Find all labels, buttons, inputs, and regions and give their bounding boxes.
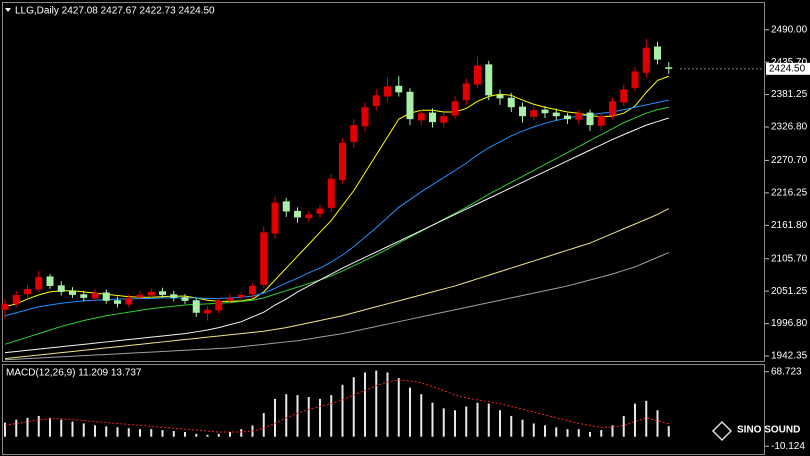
signal-line [4, 379, 669, 433]
candle-body [114, 300, 121, 304]
last-price-label: 2424.50 [769, 63, 806, 74]
candle-body [226, 297, 234, 301]
candle-body [69, 290, 76, 295]
candle-body [181, 297, 189, 301]
candle-body [350, 125, 358, 142]
candle-body [260, 232, 268, 285]
candle-body [1, 303, 9, 310]
moving-average [4, 99, 669, 317]
candle-body [80, 294, 88, 298]
y-tick-label: 2216.25 [771, 188, 808, 199]
candle-body [305, 214, 313, 219]
candle-body [91, 293, 99, 299]
candle-body [642, 47, 650, 73]
candle-body [417, 113, 425, 121]
candle-body [631, 71, 639, 89]
candle-body [57, 285, 65, 292]
candle-body [586, 112, 594, 126]
moving-average [4, 252, 669, 361]
y-tick-label: 2051.25 [771, 286, 808, 297]
candle-body [159, 291, 166, 295]
moving-average [4, 106, 669, 345]
candle-body [339, 142, 346, 180]
candle-body [361, 107, 369, 127]
menu-arrow [5, 8, 11, 12]
candle-body [597, 116, 605, 126]
y-tick-label: 1942.35 [771, 351, 808, 362]
candle-body [462, 83, 470, 101]
y-tick-label: 2435.70 [771, 57, 808, 68]
candle-body [507, 97, 515, 108]
y-tick-label: 2161.80 [771, 220, 808, 231]
moving-average [4, 117, 669, 354]
candle-body [440, 116, 448, 123]
y-tick-label: 1996.80 [771, 318, 808, 329]
candle-body [282, 201, 290, 212]
watermark: SINO SOUND [711, 420, 800, 442]
candle-body [564, 115, 571, 120]
candle-body [406, 91, 414, 120]
candle-body [316, 208, 324, 214]
candle-body [395, 85, 403, 93]
candle-body [102, 292, 110, 301]
candle-body [237, 294, 245, 298]
candle-body [294, 210, 301, 218]
candle-body [519, 106, 526, 117]
candle-body [46, 276, 54, 286]
candle-body [654, 46, 661, 60]
candle-body [12, 294, 20, 304]
candle-body [24, 288, 31, 295]
candle-body [35, 277, 43, 290]
candle-body [125, 297, 133, 305]
candle-body [327, 178, 335, 208]
candle-body [609, 101, 616, 116]
main-panel [2, 2, 765, 362]
candle-body [215, 300, 223, 311]
last-price-box [766, 62, 810, 75]
candle-body [429, 112, 436, 123]
candle-body [192, 300, 200, 313]
candle-body [170, 294, 178, 298]
moving-average [4, 75, 669, 308]
candle-body [204, 309, 211, 314]
moving-average [4, 208, 669, 360]
y-tick-label: 2326.80 [771, 122, 808, 133]
candle-body [249, 285, 256, 295]
y-tick-label: 68.723 [771, 366, 802, 377]
y-tick-label: -10.124 [771, 441, 805, 452]
candle-body [620, 89, 628, 103]
candle-body [496, 94, 504, 99]
candle-body [665, 67, 673, 69]
watermark-text: SINO SOUND [737, 425, 800, 436]
candle-body [485, 64, 493, 96]
y-tick-label: 2270.70 [771, 155, 808, 166]
candle-body [147, 291, 155, 296]
macd-panel [2, 364, 765, 455]
candle-body [474, 65, 481, 85]
candle-body [451, 101, 459, 116]
candle-body [575, 113, 583, 120]
y-tick-label: 2490.00 [771, 24, 808, 35]
candle-body [372, 95, 380, 107]
indicator-header: MACD(12,26,9) 11.209 13.737 [6, 368, 142, 379]
candle-body [530, 110, 538, 117]
candle-body [136, 294, 144, 298]
candle-body [271, 202, 279, 234]
y-tick-label: 2105.70 [771, 253, 808, 264]
y-tick-label: 2381.25 [771, 89, 808, 100]
watermark-logo [711, 420, 733, 442]
chart-header: LLG,Daily 2427.08 2427.67 2422.73 2424.5… [15, 6, 215, 17]
candle-body [541, 109, 549, 114]
candle-body [384, 86, 391, 97]
candle-body [552, 112, 560, 117]
